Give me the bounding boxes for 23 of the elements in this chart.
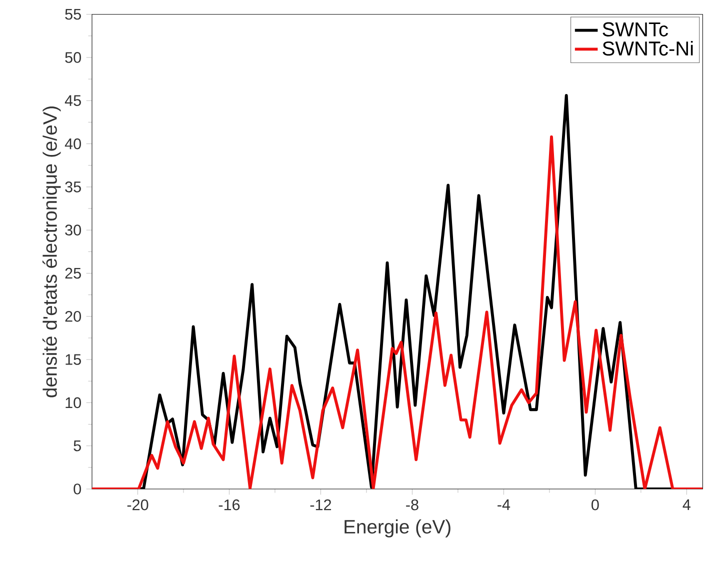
y-tick-label: 30 xyxy=(65,224,81,236)
y-tick-label: 5 xyxy=(74,440,81,452)
x-tick-label: 4 xyxy=(682,499,690,510)
y-axis-title: densité d'etats électronique (e/eV) xyxy=(42,106,61,398)
y-tick-label: 35 xyxy=(65,182,81,192)
x-tick-label: -4 xyxy=(498,499,510,510)
legend-label: SWNTc-Ni xyxy=(602,40,693,56)
y-tick-label: 55 xyxy=(65,8,81,20)
x-tick-label: -16 xyxy=(218,499,240,510)
y-tick-label: 40 xyxy=(64,138,81,150)
y-tick-label: 15 xyxy=(66,354,81,365)
x-tick-label: -8 xyxy=(406,499,418,510)
y-tick-label: 10 xyxy=(66,397,81,408)
y-tick-label: 25 xyxy=(65,268,81,279)
y-tick-label: 0 xyxy=(74,484,81,494)
x-tick-label: -20 xyxy=(127,499,148,510)
x-tick-label: -12 xyxy=(310,499,332,510)
y-tick-label: 50 xyxy=(65,52,81,63)
x-axis-title: Energie (eV) xyxy=(344,519,450,538)
x-tick-label: 0 xyxy=(592,499,599,510)
legend-label: SWNTc xyxy=(602,22,668,36)
y-tick-label: 45 xyxy=(64,95,81,106)
y-tick-label: 20 xyxy=(65,310,81,322)
